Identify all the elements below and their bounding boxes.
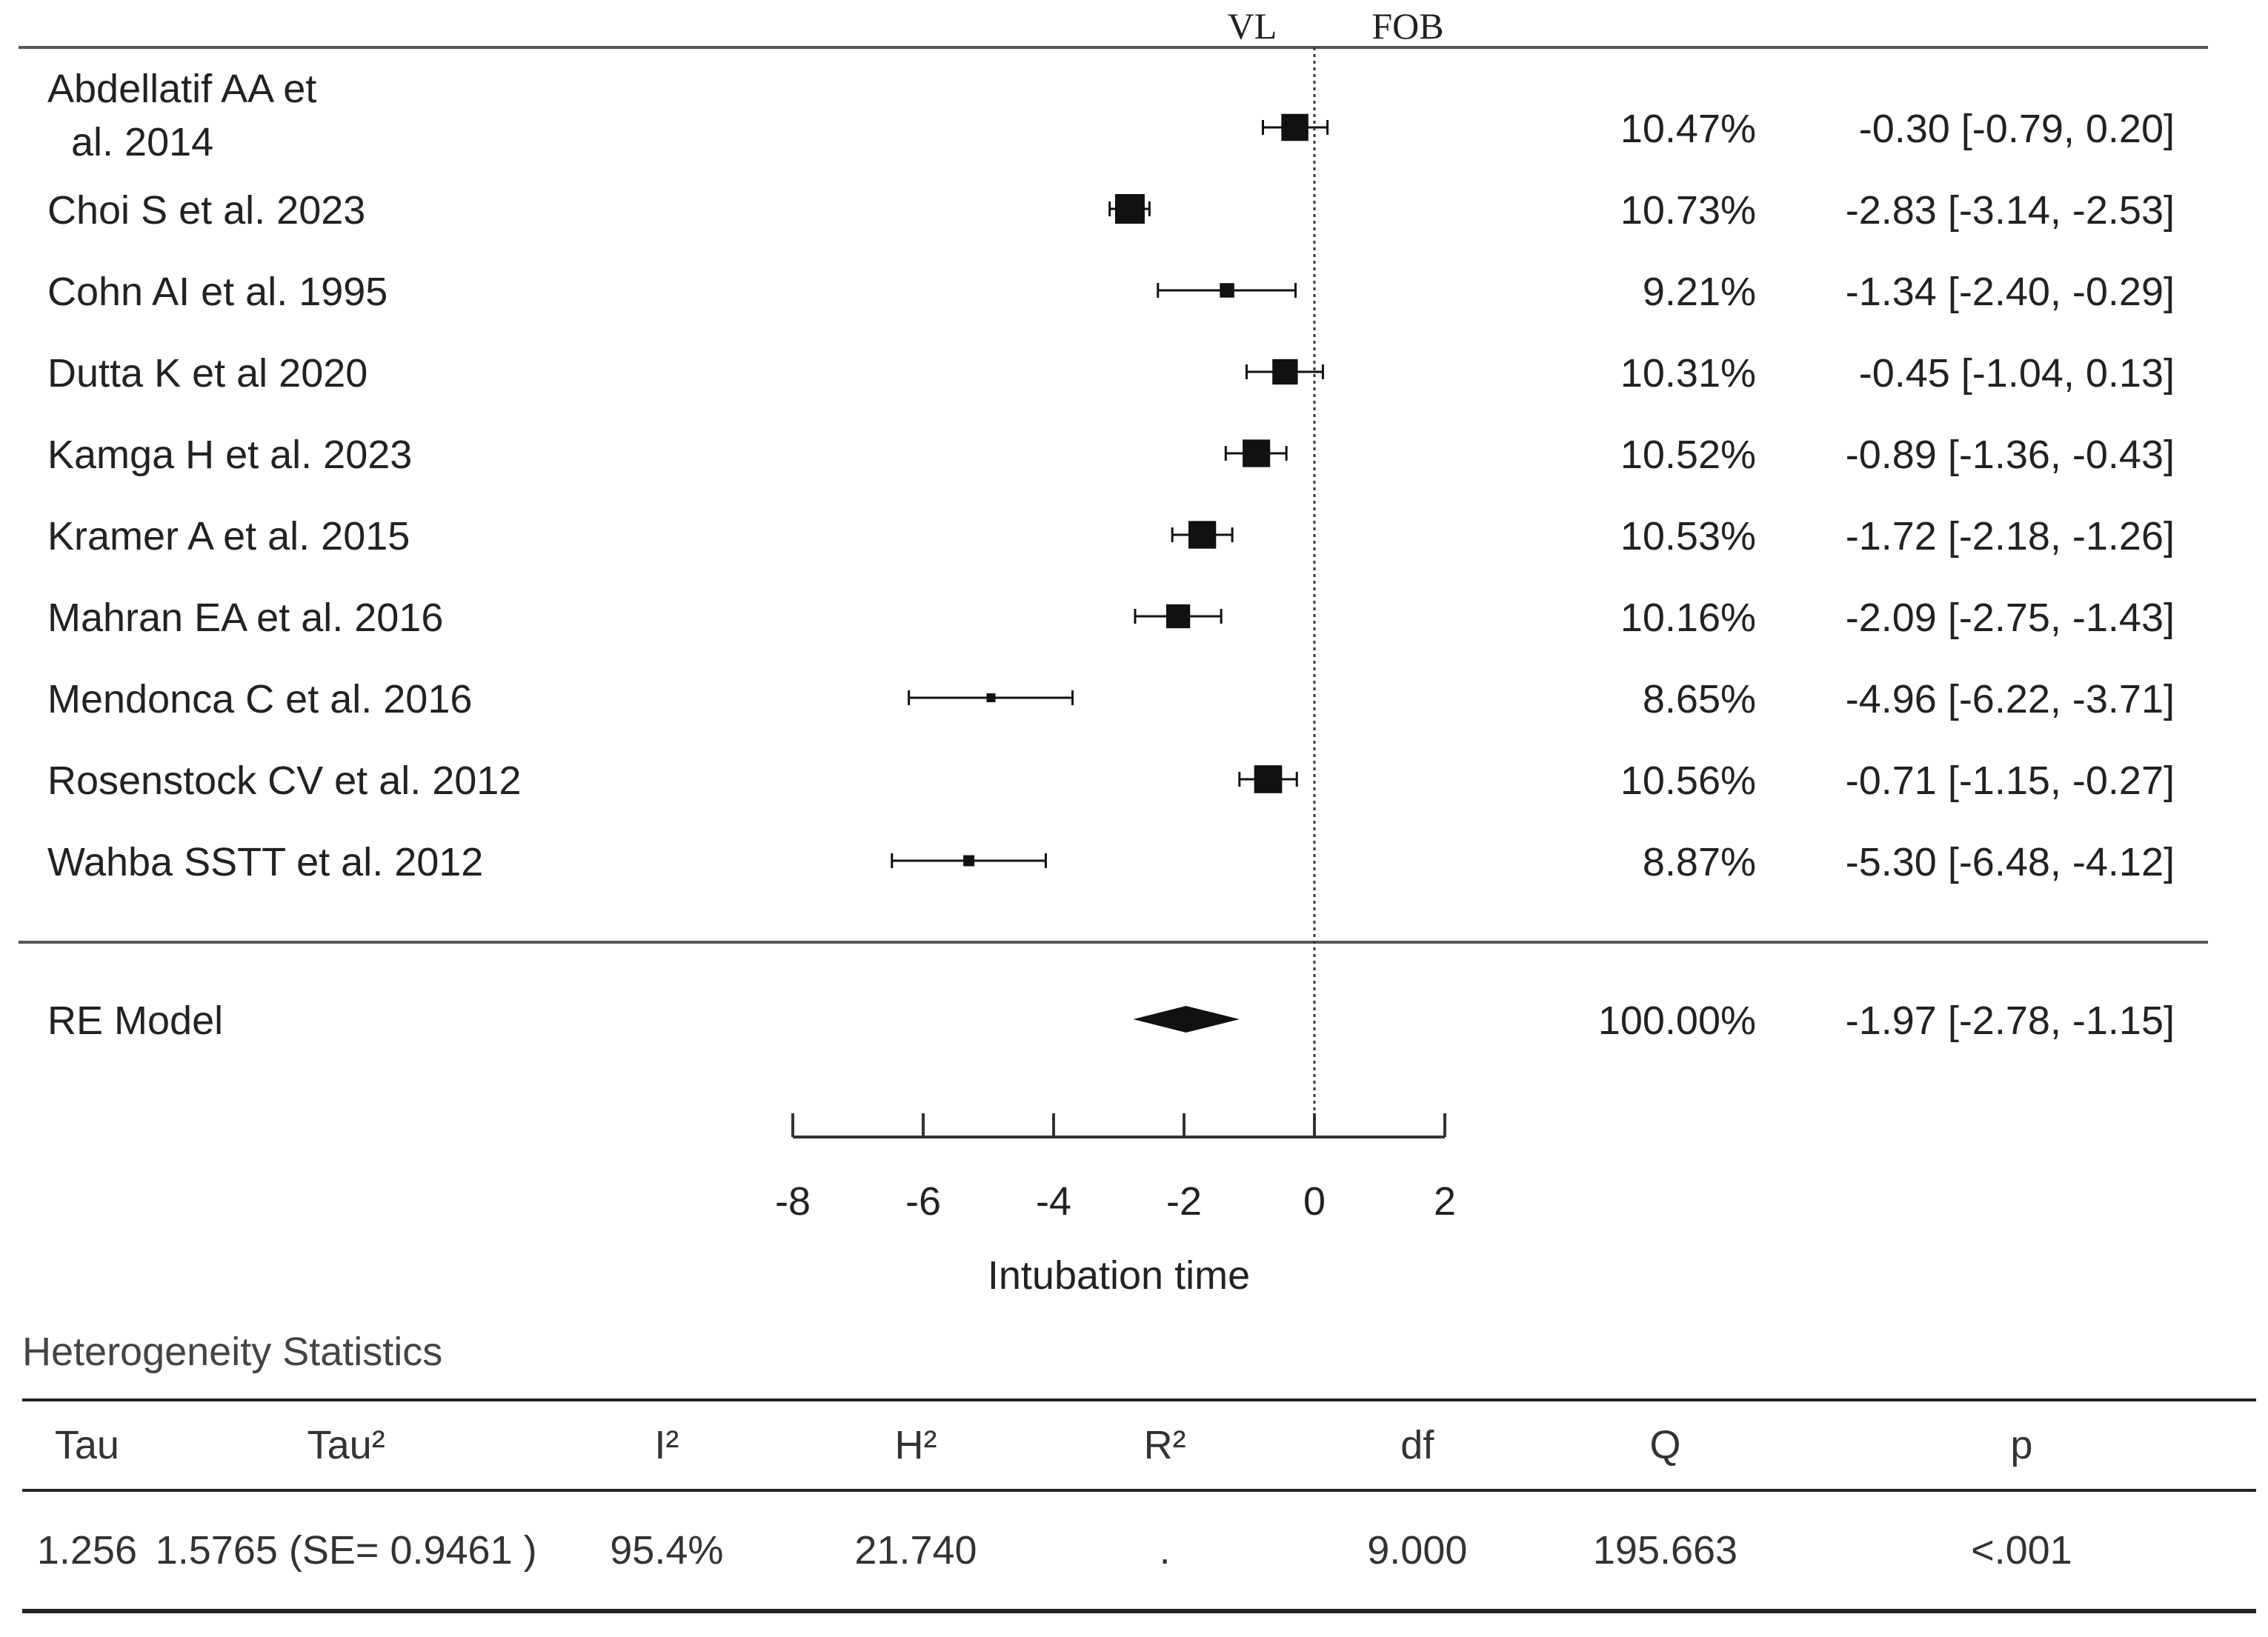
x-tick-label: -2: [1166, 1179, 1202, 1224]
heterogeneity-value-cell: .: [1038, 1490, 1291, 1613]
study-label: Mahran EA et al. 2016: [47, 596, 443, 640]
weight-value: 10.47%: [1620, 107, 1756, 151]
x-tick-label: 0: [1303, 1179, 1326, 1224]
heterogeneity-value-cell: <.001: [1786, 1490, 2256, 1613]
x-tick-label: 2: [1434, 1179, 1456, 1224]
study-label: Wahba SSTT et al. 2012: [47, 840, 483, 884]
study-label: Cohn AI et al. 1995: [47, 270, 388, 314]
study-label-line: Abdellatif AA et: [47, 67, 316, 111]
heterogeneity-value-cell: 95.4%: [540, 1490, 794, 1613]
heterogeneity-header-cell: H²: [793, 1398, 1039, 1492]
weight-value: 10.73%: [1620, 188, 1756, 233]
effect-ci: -0.30 [-0.79, 0.20]: [1859, 107, 2175, 151]
effect-ci: -1.72 [-2.18, -1.26]: [1846, 514, 2175, 559]
heterogeneity-title: Heterogeneity Statistics: [22, 1330, 443, 1374]
weight-value: 10.16%: [1620, 596, 1756, 640]
heterogeneity-section: Heterogeneity Statistics Tau Tau² I² H² R² df…: [22, 1326, 2256, 1613]
heterogeneity-header-cell: p: [1786, 1398, 2256, 1492]
summary-label: RE Model: [47, 998, 223, 1043]
heterogeneity-value-cell: 9.000: [1291, 1490, 1544, 1613]
effect-ci: -0.71 [-1.15, -0.27]: [1846, 759, 2175, 803]
heterogeneity-value-cell: 1.5765 (SE= 0.9461 ): [151, 1490, 541, 1613]
study-label: Dutta K et al 2020: [47, 351, 368, 396]
study-label: Choi S et al. 2023: [47, 188, 365, 233]
summary-diamond: [1133, 1006, 1240, 1033]
favours-right-label: FOB: [1371, 5, 1443, 47]
weight-value: 10.31%: [1620, 351, 1756, 396]
point-estimate: [1114, 194, 1145, 224]
study-label-line: al. 2014: [71, 120, 213, 164]
point-estimate: [963, 855, 975, 867]
x-tick-label: -6: [905, 1179, 941, 1224]
heterogeneity-value-cell: 1.256: [22, 1490, 152, 1613]
study-label: Abdellatif AA et al. 2014: [47, 67, 316, 164]
study-label: Kamga H et al. 2023: [47, 433, 412, 477]
study-label: Rosenstock CV et al. 2012: [47, 759, 521, 803]
point-estimate: [1220, 283, 1234, 298]
study-label: Mendonca C et al. 2016: [47, 677, 472, 721]
weight-value: 10.53%: [1620, 514, 1756, 559]
weight-value: 9.21%: [1643, 270, 1756, 314]
heterogeneity-header-cell: Tau²: [151, 1398, 541, 1492]
heterogeneity-header-cell: R²: [1038, 1398, 1291, 1492]
effect-ci: -4.96 [-6.22, -3.71]: [1846, 677, 2175, 721]
effect-ci: -0.89 [-1.36, -0.43]: [1846, 433, 2175, 477]
point-estimate: [1254, 765, 1283, 793]
x-axis-title: Intubation time: [988, 1253, 1250, 1298]
weight-value: 10.56%: [1620, 759, 1756, 803]
effect-ci: -2.09 [-2.75, -1.43]: [1846, 596, 2175, 640]
heterogeneity-header-cell: df: [1291, 1398, 1544, 1492]
heterogeneity-value-row: 1.256 1.5765 (SE= 0.9461 ) 95.4% 21.740. 9.0…: [22, 1490, 2256, 1613]
effect-ci: -0.45 [-1.04, 0.13]: [1859, 351, 2175, 396]
heterogeneity-value-cell: 195.663: [1543, 1490, 1787, 1613]
study-label: Kramer A et al. 2015: [47, 514, 410, 559]
effect-ci: -1.34 [-2.40, -0.29]: [1846, 270, 2175, 314]
heterogeneity-header-cell: Q: [1543, 1398, 1787, 1492]
weight-value: 8.87%: [1643, 840, 1756, 884]
summary-ci: -1.97 [-2.78, -1.15]: [1846, 998, 2175, 1043]
x-tick-label: -4: [1036, 1179, 1071, 1224]
favours-left-label: VL: [1228, 5, 1277, 47]
summary-weight: 100.00%: [1598, 998, 1756, 1043]
weight-value: 8.65%: [1643, 677, 1756, 721]
point-estimate: [1188, 521, 1217, 549]
point-estimate: [1165, 604, 1191, 629]
weight-value: 10.52%: [1620, 433, 1756, 477]
heterogeneity-header-cell: Tau: [22, 1398, 152, 1492]
effect-ci: -5.30 [-6.48, -4.12]: [1846, 840, 2175, 884]
heterogeneity-header-cell: I²: [540, 1398, 794, 1492]
point-estimate: [1272, 359, 1298, 385]
x-tick-label: -8: [775, 1179, 811, 1224]
point-estimate: [1281, 113, 1308, 141]
point-estimate: [1243, 439, 1271, 467]
forest-plot: VL FOB Abdellatif AA et al. 2014 10.47% -0.…: [19, 5, 2208, 1298]
point-estimate: [986, 693, 996, 702]
effect-ci: -2.83 [-3.14, -2.53]: [1846, 188, 2175, 233]
heterogeneity-value-cell: 21.740: [793, 1490, 1039, 1613]
